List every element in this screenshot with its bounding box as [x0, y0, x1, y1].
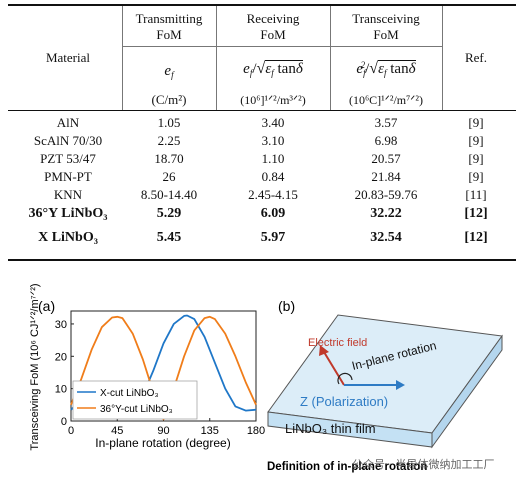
unit-transmitting: (C/m²) [151, 92, 187, 107]
table-cell-transmitting: 2.25 [157, 133, 181, 148]
header-inner-rule [122, 46, 442, 47]
table-cell-receiving: 3.10 [261, 133, 285, 148]
chart-panel-label: (a) [38, 298, 55, 314]
header-ref: Ref. [464, 50, 488, 65]
table-cell-material: PMN-PT [44, 169, 92, 184]
header-material: Material [45, 50, 91, 65]
legend-box [72, 380, 198, 420]
header-receiving-2: FoM [260, 27, 286, 42]
table-cell-transceiving: 21.84 [371, 169, 401, 184]
table-cell-transceiving: 20.57 [371, 151, 401, 166]
table-cell-material: 36°Y LiNbO₃ [28, 206, 108, 221]
film-side-face [431, 334, 503, 449]
col-divider [216, 6, 217, 110]
y-tick-label: 30 [55, 319, 67, 331]
table-cell-ref: [12] [464, 230, 488, 245]
x-axis-label: In-plane rotation (degree) [95, 436, 230, 450]
z-polarization-label: Z (Polarization) [300, 394, 388, 409]
header-transceiving-2: FoM [373, 27, 399, 42]
formula-transceiving: ef2/√εf tanδ [356, 60, 416, 78]
table-cell-transceiving: 20.83-59.76 [354, 187, 418, 202]
table-cell-ref: [9] [468, 133, 484, 148]
table-cell-receiving: 6.09 [260, 206, 286, 221]
table-cell-receiving: 1.10 [261, 151, 285, 166]
diagram-panel-label: (b) [278, 298, 295, 314]
table-cell-transceiving: 6.98 [374, 133, 398, 148]
x-tick-label: 90 [157, 425, 169, 437]
table-cell-transceiving: 32.54 [370, 230, 402, 245]
film-top-face [267, 314, 503, 434]
film-label: LiNbO₃ thin film [285, 421, 376, 436]
table-cell-ref: [12] [464, 206, 488, 221]
header-transceiving-1: Transceiving [352, 11, 420, 26]
series-line-36y-cut [70, 315, 257, 421]
table-cell-transceiving: 32.22 [370, 206, 402, 221]
table-cell-material: KNN [53, 187, 83, 202]
table-bottom-rule [8, 259, 516, 261]
col-divider [122, 6, 123, 110]
table-top-rule [8, 4, 516, 6]
y-tick-label: 20 [55, 351, 67, 363]
table-cell-ref: [9] [468, 115, 484, 130]
x-tick-label: 180 [247, 425, 265, 437]
table-cell-ref: [11] [465, 187, 487, 202]
table-cell-transmitting: 26 [162, 169, 176, 184]
legend-label-36y-cut: 36°Y-cut LiNbO₃ [100, 404, 173, 415]
table-cell-transceiving: 3.57 [374, 115, 398, 130]
legend-label-x-cut: X-cut LiNbO₃ [100, 388, 159, 399]
formula-transmitting: ef [164, 63, 174, 81]
table-cell-receiving: 3.40 [261, 115, 285, 130]
table-cell-transmitting: 8.50-14.40 [140, 187, 198, 202]
formula-receiving: ef/√εf tanδ [243, 60, 303, 78]
header-receiving-1: Receiving [246, 11, 300, 26]
table-cell-transmitting: 1.05 [157, 115, 181, 130]
y-axis-label: Transceiving FoM (10⁶ CJ¹ᐟ²/m⁷ᐟ²) [29, 283, 41, 450]
diagram-caption: Definition of in-plane rotation [267, 461, 427, 473]
rotation-arc-icon [337, 372, 353, 385]
electric-field-arrowhead-icon [319, 345, 329, 356]
x-tick-label: 0 [68, 425, 74, 437]
chart-legend: X-cut LiNbO₃ 36°Y-cut LiNbO₃ [72, 380, 198, 420]
table-cell-ref: [9] [468, 169, 484, 184]
unit-receiving: (10⁶]¹ᐟ²/m³ᐟ²) [240, 93, 306, 107]
header-transmitting-2: FoM [156, 27, 182, 42]
x-tick-label: 135 [201, 425, 219, 437]
table-cell-material: AlN [56, 115, 80, 130]
y-tick-label: 10 [55, 384, 67, 396]
table-cell-ref: [9] [468, 151, 484, 166]
table-cell-transmitting: 5.45 [156, 230, 182, 245]
header-transmitting-1: Transmitting [135, 11, 203, 26]
table-cell-receiving: 5.97 [260, 230, 286, 245]
electric-field-label: Electric field [308, 337, 367, 349]
col-divider [442, 6, 443, 110]
col-divider [330, 6, 331, 110]
unit-transceiving: (10⁶C]¹ᐟ²/m⁷ᐟ²) [349, 93, 423, 107]
table-cell-transmitting: 5.29 [156, 206, 182, 221]
watermark-text: 公众号 · 半导体微纳加工工厂 [352, 458, 495, 471]
x-tick-label: 45 [111, 425, 123, 437]
table-cell-receiving: 0.84 [261, 169, 285, 184]
table-cell-material: ScAlN 70/30 [33, 133, 103, 148]
table-cell-transmitting: 18.70 [154, 151, 184, 166]
table-cell-receiving: 2.45-4.15 [248, 187, 298, 202]
header-bottom-rule [8, 110, 516, 111]
z-axis-arrowhead-icon [396, 380, 405, 390]
y-tick-label: 0 [61, 416, 67, 428]
table-cell-material: PZT 53/47 [40, 151, 96, 166]
table-cell-material: X LiNbO₃ [38, 230, 98, 245]
electric-field-arrow [323, 351, 345, 386]
